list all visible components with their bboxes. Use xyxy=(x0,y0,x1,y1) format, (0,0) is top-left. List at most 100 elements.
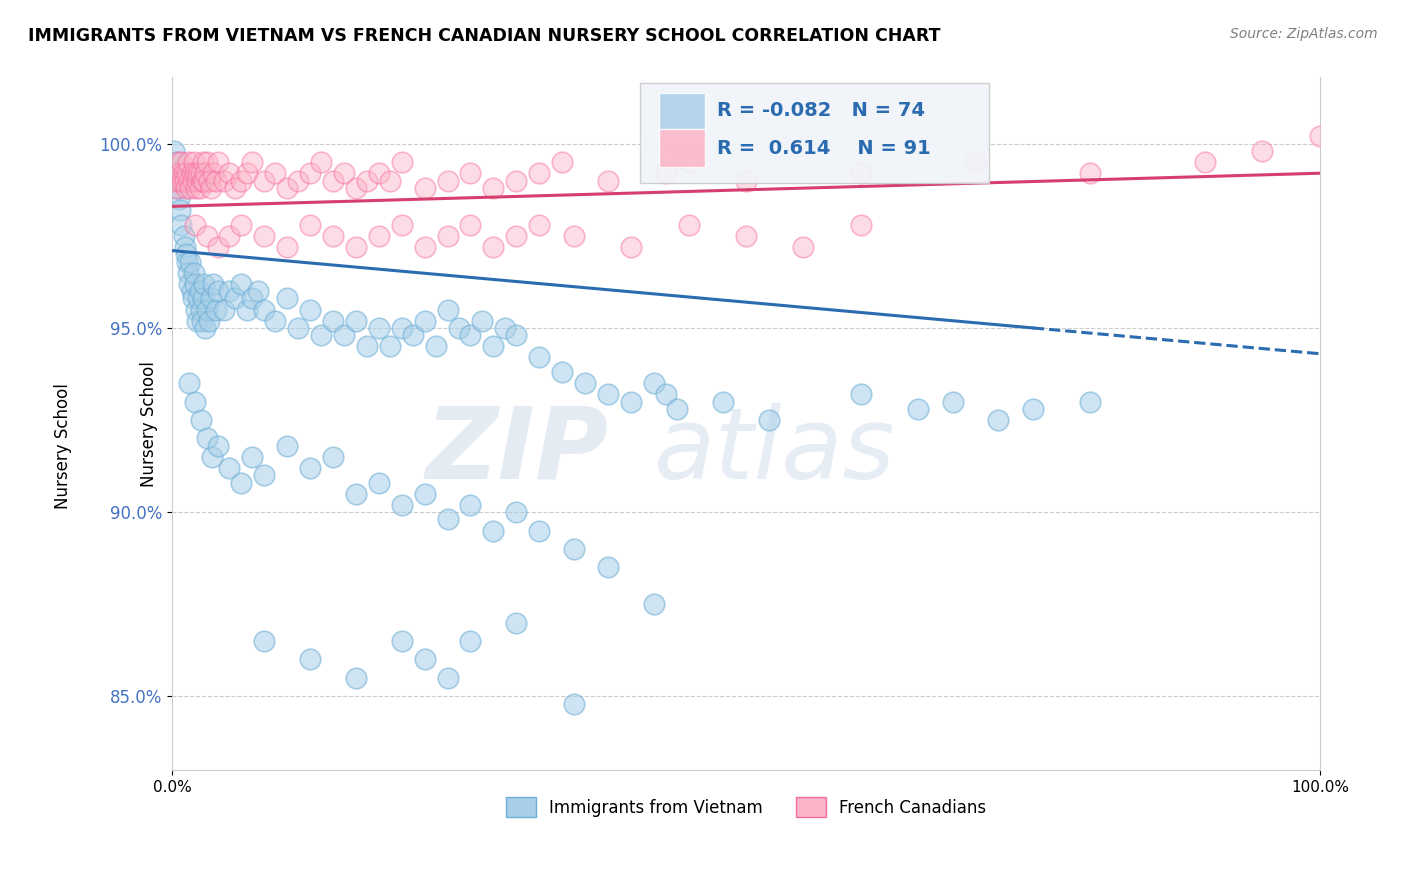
Point xyxy=(167,192,190,206)
Point xyxy=(181,173,204,187)
Point xyxy=(654,166,676,180)
Point xyxy=(276,292,298,306)
Point xyxy=(356,173,378,187)
Legend: Immigrants from Vietnam, French Canadians: Immigrants from Vietnam, French Canadian… xyxy=(499,790,993,824)
Point xyxy=(460,498,482,512)
Point xyxy=(598,173,620,187)
Point xyxy=(574,376,596,391)
Point xyxy=(202,166,225,180)
Point xyxy=(173,173,195,187)
Point xyxy=(287,321,309,335)
Point xyxy=(529,351,551,365)
Point xyxy=(177,155,200,169)
Point xyxy=(735,173,758,187)
Point xyxy=(322,450,344,464)
Point xyxy=(198,173,221,187)
Point xyxy=(242,155,264,169)
Point xyxy=(620,394,643,409)
Point xyxy=(172,173,194,187)
Point xyxy=(505,328,527,343)
Point xyxy=(186,173,208,187)
Point xyxy=(391,218,413,232)
Point xyxy=(247,284,270,298)
Point xyxy=(436,671,458,685)
Point xyxy=(505,173,527,187)
Point xyxy=(183,266,205,280)
Point xyxy=(849,218,872,232)
Point xyxy=(191,155,214,169)
Point xyxy=(413,313,436,327)
Point xyxy=(562,228,585,243)
Point xyxy=(229,277,252,291)
Point xyxy=(643,376,665,391)
Point xyxy=(460,166,482,180)
Point xyxy=(333,328,356,343)
Point xyxy=(654,387,676,401)
Point xyxy=(367,228,389,243)
Text: IMMIGRANTS FROM VIETNAM VS FRENCH CANADIAN NURSERY SCHOOL CORRELATION CHART: IMMIGRANTS FROM VIETNAM VS FRENCH CANADI… xyxy=(28,27,941,45)
Point xyxy=(344,486,367,500)
FancyBboxPatch shape xyxy=(640,83,990,183)
Point xyxy=(180,284,202,298)
Point xyxy=(322,228,344,243)
Point xyxy=(191,313,214,327)
Point xyxy=(173,166,195,180)
Point xyxy=(1251,144,1274,158)
Point xyxy=(201,450,224,464)
Point xyxy=(391,634,413,648)
Point xyxy=(253,468,276,483)
Point xyxy=(311,328,333,343)
Point xyxy=(170,155,193,169)
Point xyxy=(253,228,276,243)
Point xyxy=(425,339,447,353)
Point xyxy=(322,313,344,327)
Point xyxy=(402,328,425,343)
Point xyxy=(529,218,551,232)
Point xyxy=(413,486,436,500)
Point xyxy=(333,166,356,180)
Point xyxy=(344,313,367,327)
Point xyxy=(212,173,235,187)
Point xyxy=(598,387,620,401)
Point xyxy=(643,597,665,611)
Point xyxy=(229,475,252,490)
Point xyxy=(166,181,188,195)
Point xyxy=(941,394,963,409)
Point xyxy=(344,240,367,254)
Point xyxy=(173,228,195,243)
Point xyxy=(179,277,201,291)
Point xyxy=(460,218,482,232)
Point xyxy=(436,228,458,243)
Point xyxy=(163,173,186,187)
Point xyxy=(391,498,413,512)
Point xyxy=(562,697,585,711)
Point xyxy=(287,173,309,187)
Point xyxy=(356,339,378,353)
Point xyxy=(298,652,321,666)
FancyBboxPatch shape xyxy=(659,129,704,167)
Point xyxy=(471,313,494,327)
Point xyxy=(172,173,194,187)
Point xyxy=(482,339,505,353)
Point xyxy=(1078,166,1101,180)
Point xyxy=(235,166,257,180)
Point xyxy=(194,321,217,335)
Point xyxy=(505,615,527,630)
Point xyxy=(186,181,208,195)
Point xyxy=(191,173,214,187)
Point xyxy=(202,277,225,291)
Point xyxy=(413,652,436,666)
Point xyxy=(212,302,235,317)
Point xyxy=(311,155,333,169)
Point xyxy=(276,439,298,453)
Point xyxy=(391,155,413,169)
Point xyxy=(218,166,240,180)
Text: R = -0.082   N = 74: R = -0.082 N = 74 xyxy=(717,101,925,120)
Point xyxy=(322,173,344,187)
Point xyxy=(184,218,207,232)
Point xyxy=(218,228,240,243)
Point xyxy=(264,313,287,327)
Point xyxy=(711,394,734,409)
Point xyxy=(166,166,188,180)
Point xyxy=(678,155,700,169)
